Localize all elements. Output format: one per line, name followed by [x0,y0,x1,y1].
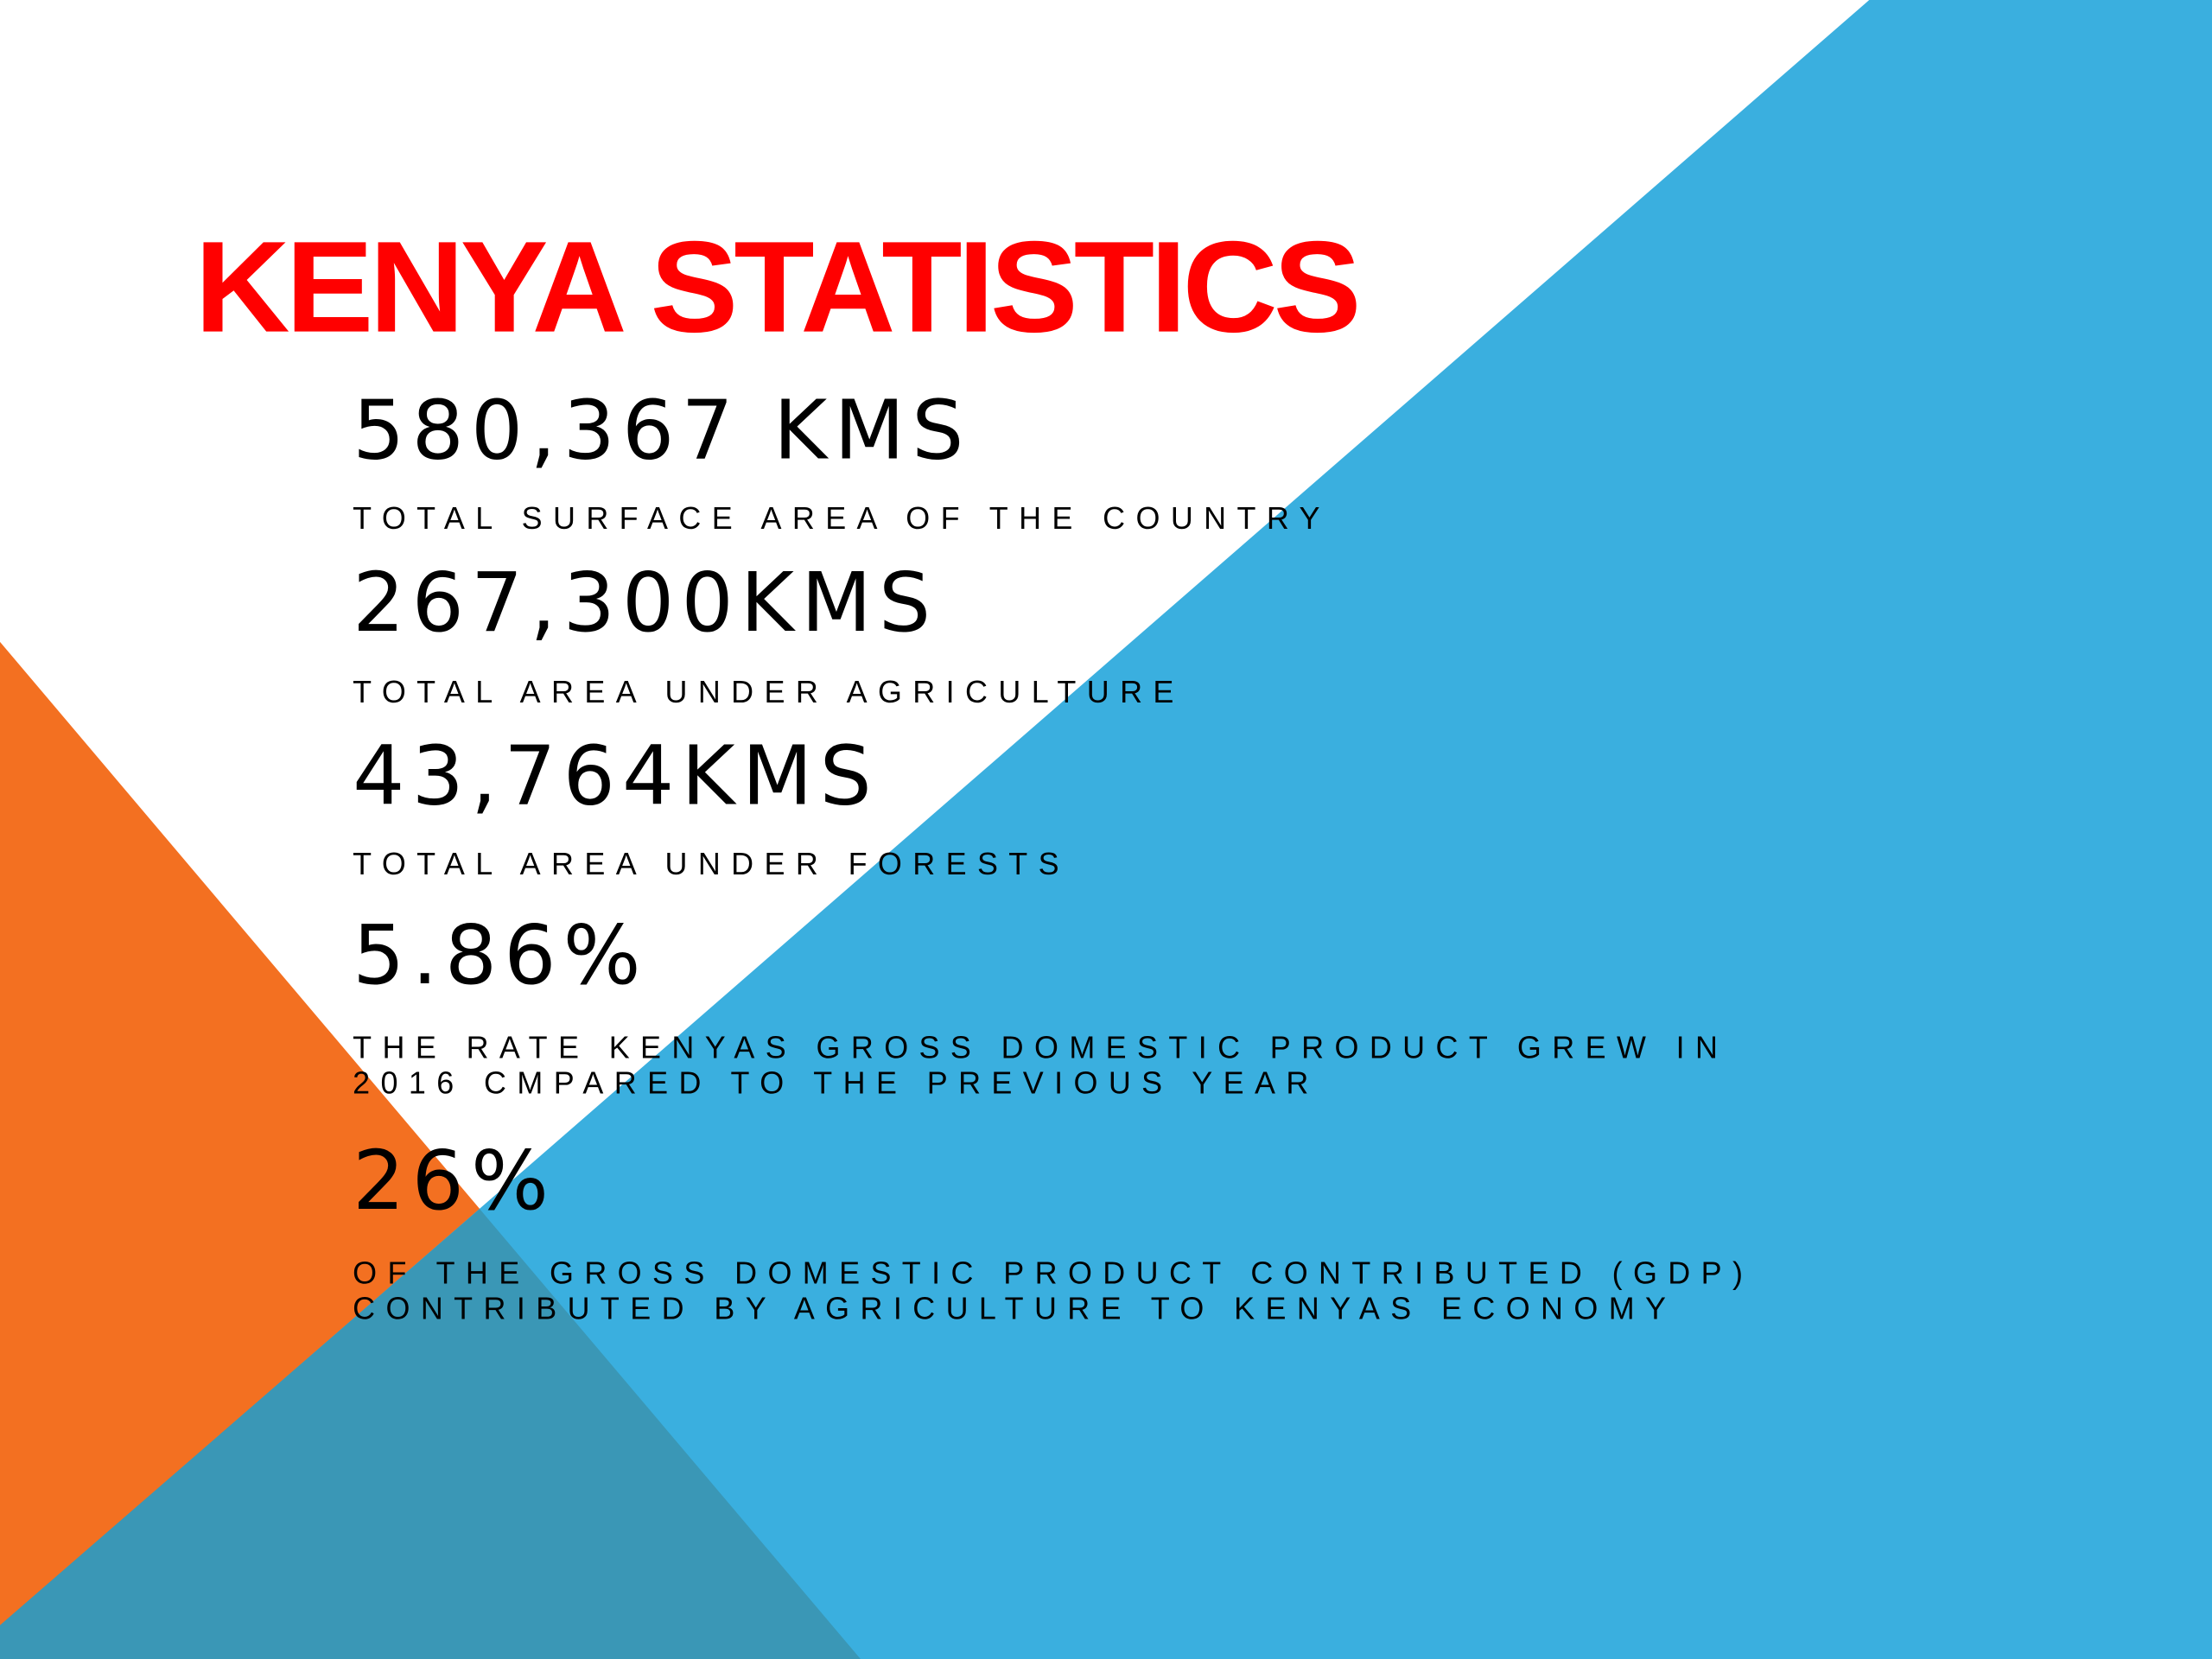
slide-title: KENYA STATISTICS [194,214,1357,359]
stat-description: CONTRIBUTED BY AGRICULTURE TO KENYAS ECO… [353,1291,1676,1326]
stat-description: 2016 CMPARED TO THE PREVIOUS YEAR [353,1065,1319,1100]
stat-value: 267,300KMS [353,556,938,651]
stat-value: 5.86% [353,908,648,1003]
stat-description: OF THE GROSS DOMESTIC PRODUCT CONTRIBUTE… [353,1255,1753,1291]
stat-description: TOTAL AREA UNDER AGRICULTURE [353,674,1185,709]
stat-value: 43,764KMS [353,729,879,824]
overlap-region [0,1209,861,1659]
stat-value: 26% [353,1134,556,1229]
stat-description: TOTAL AREA UNDER FORESTS [353,846,1070,881]
stat-description: TOTAL SURFACE AREA OF THE COUNTRY [353,500,1331,536]
stat-description: THE RATE KENYAS GROSS DOMESTIC PRODUCT G… [353,1029,1728,1065]
stat-value: 580,367 KMS [353,384,970,479]
